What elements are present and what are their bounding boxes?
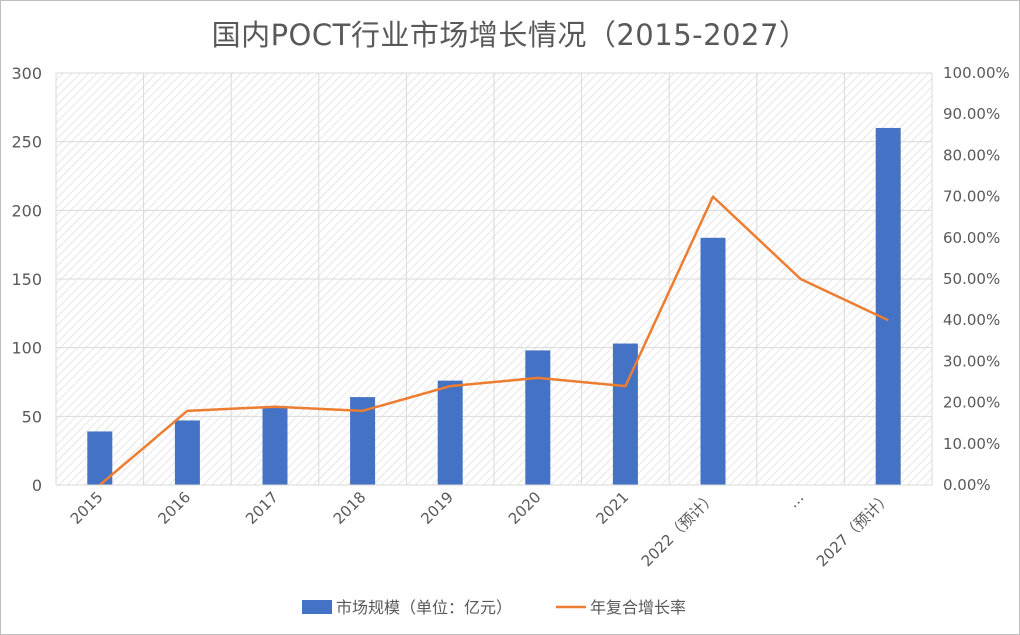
vertical-gridlines [55,73,933,485]
y-left-tick-label: 300 [11,64,42,83]
y-right-tick-label: 80.00% [943,146,1000,164]
line-series [98,195,889,486]
y-right-tick-label: 50.00% [943,270,1000,288]
y-right-tick-label: 90.00% [943,105,1000,123]
left-axis-ticks: 0 50 100 150 200 250 300 [11,64,42,495]
y-right-tick-label: 30.00% [943,352,1000,370]
x-tick-label: 2022（预计） [638,488,720,570]
bar [875,127,901,485]
y-left-tick-label: 150 [11,270,42,289]
bar [700,237,726,485]
y-left-tick-label: 100 [11,339,42,358]
x-tick-label: 2015 [67,488,107,528]
y-right-tick-label: 60.00% [943,229,1000,247]
y-right-tick-label: 40.00% [943,311,1000,329]
bar [87,431,113,485]
x-tick-label: … [784,488,807,511]
right-axis-ticks: 0.00% 10.00% 20.00% 30.00% 40.00% 50.00% 60.00… [943,64,1010,494]
y-left-tick-label: 50 [22,407,42,426]
legend-bar-label: 市场规模（单位：亿元） [336,598,512,617]
y-right-tick-label: 70.00% [943,188,1000,206]
y-right-tick-label: 10.00% [943,435,1000,453]
x-tick-label: 2017 [242,488,282,528]
y-right-tick-label: 100.00% [943,64,1010,82]
x-tick-label: 2018 [330,488,370,528]
growth-rate-line [98,195,889,486]
legend-bar-swatch [302,600,332,614]
y-right-tick-label: 0.00% [943,476,991,494]
legend-line-label: 年复合增长率 [590,598,686,617]
y-right-tick-label: 20.00% [943,394,1000,412]
x-tick-label: 2027（预计） [813,488,895,570]
legend: 市场规模（单位：亿元） 年复合增长率 [302,598,686,617]
bar [174,420,200,485]
x-tick-label: 2020 [505,488,545,528]
bar [525,350,551,485]
y-left-tick-label: 250 [11,133,42,152]
x-axis-ticks: 2015 2016 2017 2018 2019 2020 2021 2022（预计） … 202… [67,488,895,570]
y-left-tick-label: 200 [11,201,42,220]
x-tick-label: 2021 [592,488,632,528]
chart-title: 国内POCT行业市场增长情况（2015-2027） [211,18,809,52]
x-tick-label: 2019 [417,488,457,528]
bar [437,380,463,485]
bar [262,406,288,485]
x-tick-label: 2016 [154,488,194,528]
y-left-tick-label: 0 [32,476,42,495]
bar-series [87,127,901,485]
